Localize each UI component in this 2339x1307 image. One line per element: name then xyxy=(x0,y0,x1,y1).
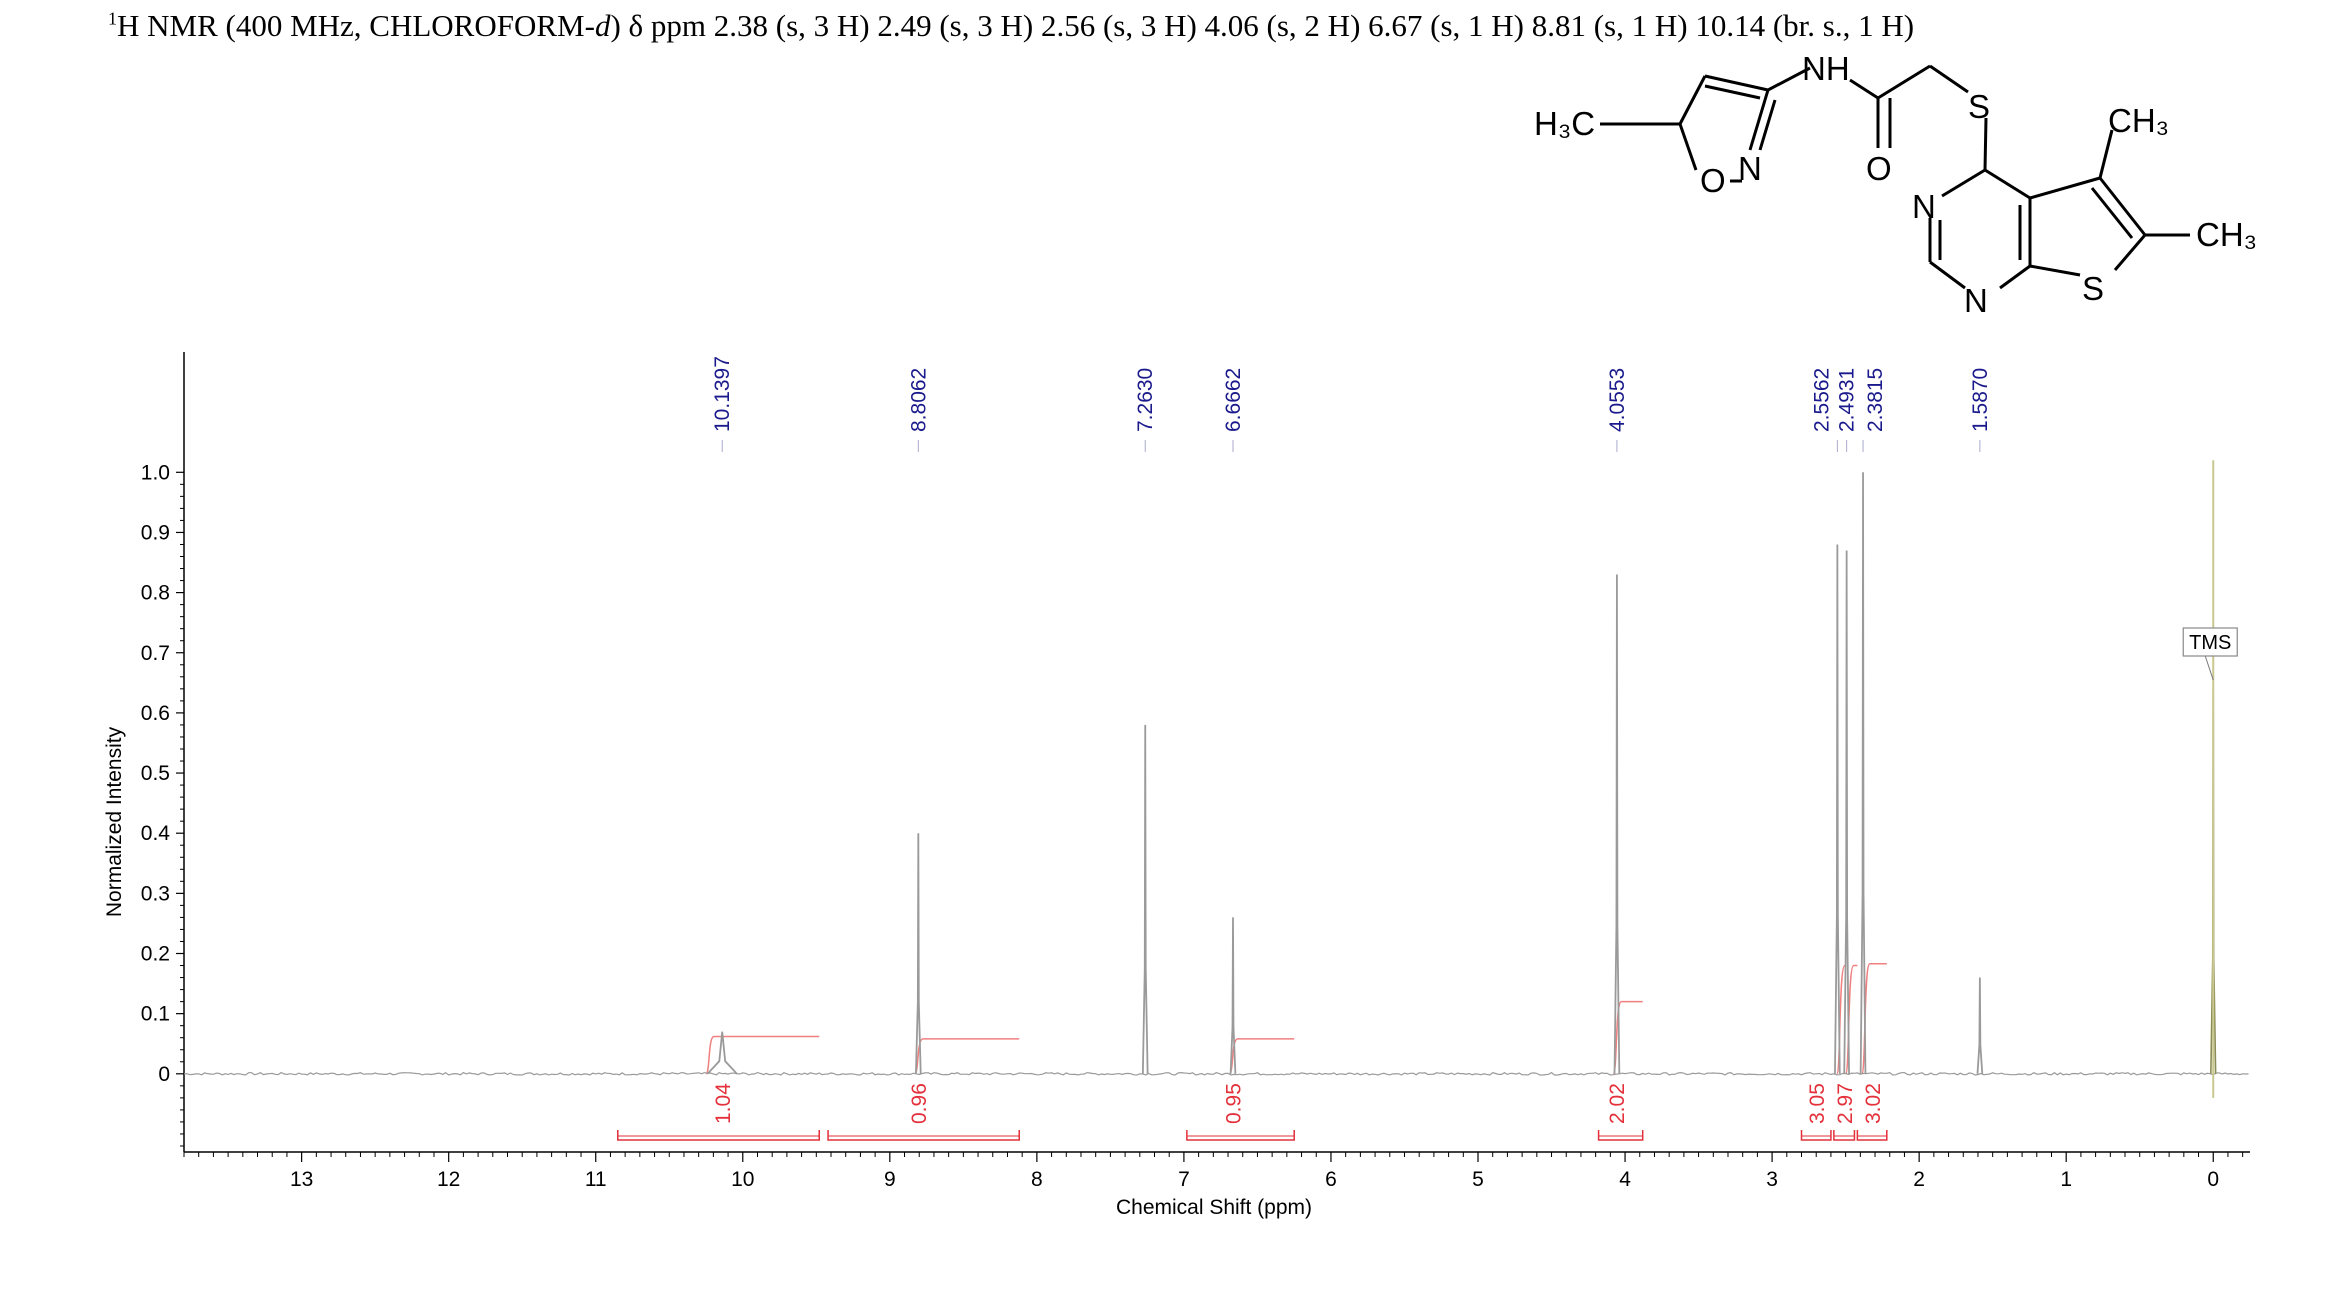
integral-bracket-0 xyxy=(617,1130,820,1141)
header-part1: H NMR (400 MHz, CHLOROFORM- xyxy=(117,8,595,43)
peak-7 xyxy=(1859,472,1867,1074)
x-tick-label-10: 3 xyxy=(1766,1168,1778,1191)
y-tick-label-5: 0.5 xyxy=(141,762,170,785)
peak-label-0: 10.1397 xyxy=(711,356,734,432)
annotation-text-0: TMS xyxy=(2189,632,2231,654)
x-tick-label-11: 2 xyxy=(1913,1168,1925,1191)
x-tick-label-13: 0 xyxy=(2207,1168,2219,1191)
x-tick-label-5: 8 xyxy=(1031,1168,1043,1191)
integral-bracket-3 xyxy=(1597,1130,1644,1141)
isoxazole-nitrogen-label: N xyxy=(1738,150,1762,187)
integral-curve-0 xyxy=(705,1035,820,1075)
peak-8 xyxy=(1976,977,1984,1074)
annotation-leader-0 xyxy=(2204,655,2214,681)
peak-label-1: 8.8062 xyxy=(907,368,930,432)
peak-2 xyxy=(1141,724,1149,1074)
x-axis-label: Chemical Shift (ppm) xyxy=(1116,1196,1312,1219)
methyl-left-label: H₃C xyxy=(1534,105,1595,142)
y-tick-label-2: 0.2 xyxy=(141,943,170,966)
ring-oxygen-label: O xyxy=(1700,162,1726,199)
x-tick-label-6: 7 xyxy=(1178,1168,1190,1191)
y-tick-label-9: 0.9 xyxy=(141,521,170,544)
thioether-sulfur-label: S xyxy=(1968,88,1990,125)
integral-value-2: 0.95 xyxy=(1222,1083,1245,1124)
x-axis-ticks: 13 12 11 10 9 8 7 6 5 4 3 2 1 0 xyxy=(183,1152,2244,1191)
nucleus-superscript: 1 xyxy=(108,8,117,29)
thiophene-sulfur-label: S xyxy=(2082,270,2104,307)
annotations: TMS xyxy=(2182,460,2238,1098)
x-tick-label-3: 10 xyxy=(731,1168,754,1191)
integral-value-1: 0.96 xyxy=(908,1083,931,1124)
integral-bracket-2 xyxy=(1186,1130,1295,1141)
pyrimidine-nitrogen-2-label: N xyxy=(1964,282,1988,319)
peak-3 xyxy=(1229,917,1237,1074)
y-tick-label-1: 0.1 xyxy=(141,1003,170,1026)
pyrimidine-nitrogen-1-label: N xyxy=(1912,188,1936,225)
x-tick-label-0: 13 xyxy=(290,1168,313,1191)
peak-label-4: 4.0553 xyxy=(1606,368,1629,432)
integral-bracket-4 xyxy=(1800,1130,1832,1141)
x-tick-label-4: 9 xyxy=(884,1168,896,1191)
y-axis-ticks: 0 0.1 0.2 0.3 0.4 0.5 0.6 0.7 0.8 0.9 1.0 xyxy=(141,461,184,1147)
methyl-top-label: CH₃ xyxy=(2108,102,2169,139)
carbonyl-oxygen-label: O xyxy=(1866,150,1892,187)
integral-brackets: 1.04 0.96 0.95 2.02 3.05 2.97 3.02 xyxy=(617,1083,1888,1141)
methyl-right-label: CH₃ xyxy=(2196,216,2257,253)
y-tick-label-8: 0.8 xyxy=(141,582,170,605)
peak-label-5: 2.5562 xyxy=(1810,368,1833,432)
peak-label-3: 6.6662 xyxy=(1222,368,1245,432)
integral-curve-1 xyxy=(914,1038,1020,1075)
y-tick-label-10: 1.0 xyxy=(141,461,170,484)
header-part2: ) δ ppm 2.38 (s, 3 H) 2.49 (s, 3 H) 2.56… xyxy=(610,8,1915,43)
x-tick-label-1: 12 xyxy=(437,1168,460,1191)
x-tick-label-7: 6 xyxy=(1325,1168,1337,1191)
y-tick-label-0: 0 xyxy=(158,1063,170,1086)
molecule-structure: H₃C O N NH O S N N S CH₃ CH₃ xyxy=(1534,50,2257,319)
spectrum-peaks xyxy=(706,472,2217,1075)
spectrum-header: 1H NMR (400 MHz, CHLOROFORM-d) δ ppm 2.3… xyxy=(108,8,2308,44)
peak-label-6: 2.4931 xyxy=(1836,368,1859,432)
spectrum-baseline xyxy=(183,1071,2249,1076)
peak-1 xyxy=(915,833,922,1074)
x-tick-label-9: 4 xyxy=(1619,1168,1631,1191)
integral-value-6: 3.02 xyxy=(1862,1083,1885,1124)
integral-curve-4 xyxy=(1836,964,1846,1075)
solvent-italic: d xyxy=(594,8,611,43)
peak-0 xyxy=(706,1031,738,1075)
peak-label-8: 1.5870 xyxy=(1969,368,1992,432)
peak-6 xyxy=(1843,550,1850,1074)
integral-curve-2 xyxy=(1228,1038,1295,1075)
y-tick-label-7: 0.7 xyxy=(141,642,170,665)
x-tick-label-12: 1 xyxy=(2060,1168,2072,1191)
peak-labels: 10.1397 8.8062 7.2630 6.6662 4.0553 2.5562 2.4… xyxy=(711,356,1992,452)
peak-label-2: 7.2630 xyxy=(1134,368,1157,432)
y-tick-label-3: 0.3 xyxy=(141,882,170,905)
integral-bracket-5 xyxy=(1833,1130,1856,1141)
integral-value-5: 2.97 xyxy=(1834,1083,1857,1124)
annotation-box-0 xyxy=(2182,627,2238,657)
integral-bracket-1 xyxy=(827,1130,1020,1141)
integral-value-4: 3.05 xyxy=(1806,1083,1829,1124)
integral-value-3: 2.02 xyxy=(1606,1083,1629,1124)
amide-nh-label: NH xyxy=(1802,50,1850,87)
y-tick-label-4: 0.4 xyxy=(141,822,171,845)
integral-curves xyxy=(705,962,1887,1075)
peak-5 xyxy=(1834,544,1841,1074)
peak-label-7: 2.3815 xyxy=(1864,368,1887,432)
peak-4 xyxy=(1613,574,1621,1074)
x-tick-label-2: 11 xyxy=(585,1168,607,1191)
integral-value-0: 1.04 xyxy=(712,1083,735,1124)
y-axis-label: Normalized Intensity xyxy=(103,726,126,917)
x-tick-label-8: 5 xyxy=(1472,1168,1484,1191)
y-tick-label-6: 0.6 xyxy=(141,702,170,725)
integral-bracket-6 xyxy=(1856,1130,1888,1141)
